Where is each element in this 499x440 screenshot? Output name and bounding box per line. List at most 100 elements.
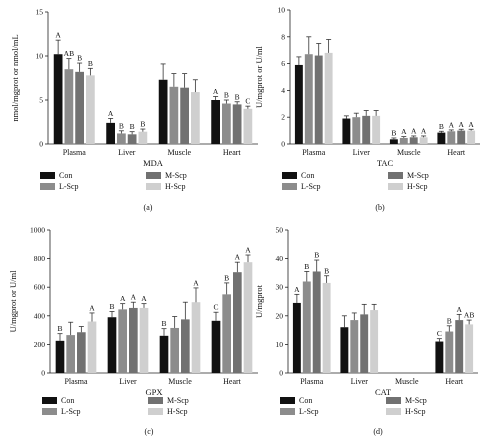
legend-swatch-con [42, 397, 57, 404]
x-tick-label: Heart [445, 377, 464, 386]
legend-label-h-scp: H-Scp [405, 407, 425, 416]
significance-label: A [245, 246, 251, 255]
bar-h-scp-heart [467, 130, 476, 144]
bar-h-scp-plasma [322, 282, 331, 373]
significance-label: B [324, 266, 329, 275]
y-tick-label: 0 [281, 140, 285, 149]
legend-label-h-scp: H-Scp [167, 407, 187, 416]
legend-swatch-con [40, 172, 55, 179]
significance-label: AB [64, 49, 74, 58]
significance-label: A [294, 285, 300, 294]
y-tick-label: 8 [281, 32, 285, 41]
x-axis-title: MDA [143, 158, 164, 168]
significance-label: A [55, 31, 61, 40]
legend-label-l-scp: L-Scp [59, 182, 79, 191]
x-axis-title: GPX [145, 387, 162, 397]
legend-swatch-m-scp [148, 397, 163, 404]
bar-h-scp-liver [138, 131, 148, 144]
legend-swatch-m-scp [388, 172, 403, 179]
legend-label-h-scp: H-Scp [407, 182, 427, 191]
significance-label: AB [464, 311, 474, 320]
bar-h-scp-liver [139, 307, 149, 373]
x-tick-label: Plasma [302, 148, 326, 157]
panel-letter: (c) [145, 427, 154, 436]
legend-label-con: Con [61, 396, 74, 405]
y-tick-label: 20 [276, 311, 284, 320]
y-tick-label: 40 [276, 254, 284, 263]
bar-m-scp-plasma [314, 55, 323, 145]
y-axis-title: U/mgprot [254, 284, 264, 318]
significance-label: A [193, 278, 199, 287]
bar-con-muscle [158, 79, 168, 144]
bar-h-scp-plasma [324, 52, 333, 144]
bar-con-muscle [159, 335, 169, 373]
significance-label: C [213, 303, 218, 312]
significance-label: B [88, 59, 93, 68]
legend-label-l-scp: L-Scp [301, 182, 321, 191]
legend-label-l-scp: L-Scp [299, 407, 319, 416]
bar-h-scp-liver [370, 310, 379, 373]
significance-label: A [421, 126, 427, 135]
significance-label: C [437, 329, 442, 338]
x-tick-label: Muscle [168, 377, 192, 386]
x-tick-label: Heart [223, 148, 242, 157]
significance-label: B [109, 302, 114, 311]
legend-swatch-l-scp [40, 183, 55, 190]
bar-l-scp-heart [222, 294, 231, 373]
legend-swatch-h-scp [388, 183, 403, 190]
legend-label-h-scp: H-Scp [165, 182, 185, 191]
bar-con-heart [435, 341, 444, 373]
bar-m-scp-muscle [409, 137, 418, 144]
significance-label: B [161, 319, 166, 328]
significance-label: B [224, 273, 229, 282]
y-tick-label: 1000 [30, 226, 45, 235]
bar-con-plasma [53, 54, 63, 144]
significance-label: B [304, 262, 309, 271]
bar-con-plasma [292, 302, 301, 373]
x-tick-label: Muscle [395, 377, 419, 386]
legend-swatch-m-scp [146, 172, 161, 179]
y-tick-label: 5 [39, 96, 43, 105]
bar-m-scp-heart [455, 320, 464, 373]
significance-label: B [235, 92, 240, 101]
significance-label: B [224, 91, 229, 100]
bar-h-scp-plasma [86, 75, 95, 144]
significance-label: A [120, 294, 126, 303]
bar-l-scp-muscle [169, 86, 179, 144]
y-tick-label: 800 [34, 254, 46, 263]
x-tick-label: Heart [447, 148, 466, 157]
bar-con-liver [107, 317, 117, 373]
bar-l-scp-muscle [170, 327, 179, 373]
significance-label: A [468, 120, 474, 129]
y-tick-label: 15 [36, 8, 44, 17]
legend-swatch-con [280, 397, 295, 404]
bar-m-scp-muscle [181, 319, 190, 373]
significance-label: A [89, 303, 95, 312]
bar-m-scp-plasma [75, 71, 84, 144]
significance-label: A [411, 126, 417, 135]
y-tick-label: 400 [34, 311, 46, 320]
significance-label: A [108, 109, 114, 118]
bar-m-scp-liver [362, 115, 371, 144]
bar-con-heart [211, 100, 220, 144]
bar-l-scp-heart [222, 103, 231, 144]
significance-label: A [449, 120, 455, 129]
bar-l-scp-plasma [66, 335, 75, 373]
legend-swatch-l-scp [280, 408, 295, 415]
x-tick-label: Liver [119, 377, 137, 386]
bar-m-scp-heart [233, 272, 242, 373]
significance-label: B [447, 316, 452, 325]
bar-m-scp-heart [457, 130, 466, 144]
y-tick-label: 10 [276, 340, 284, 349]
x-axis-title: CAT [375, 387, 392, 397]
x-tick-label: Plasma [64, 377, 88, 386]
bar-l-scp-liver [352, 117, 361, 144]
legend-label-con: Con [59, 171, 72, 180]
legend-swatch-con [282, 172, 297, 179]
legend-label-m-scp: M-Scp [165, 171, 187, 180]
